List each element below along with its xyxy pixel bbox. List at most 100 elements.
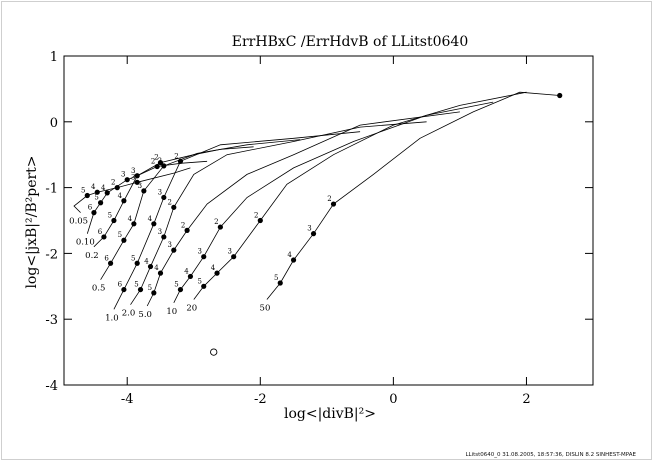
point-label: 3 [158,188,162,196]
series-end-label: 10 [166,307,177,317]
point-label: 3 [307,225,311,233]
y-tick-label: -3 [45,313,58,328]
data-point [277,280,283,286]
series-end-label: 0.05 [69,217,88,227]
data-point [94,189,100,195]
point-label: 3 [121,171,125,179]
data-point [134,260,140,266]
data-point [217,224,223,230]
plot-area-border [63,55,594,386]
point-label: 2 [151,158,155,166]
data-point [171,247,177,253]
point-label: 4 [287,251,292,259]
point-label: 5 [134,281,138,289]
data-point [310,231,317,237]
data-point [557,92,563,99]
data-point [161,194,167,201]
data-point [214,270,220,276]
point-label: 4 [91,183,96,191]
point-label: 5 [94,194,98,202]
data-point [157,270,164,276]
series-end-label: 1.0 [105,313,119,323]
point-label: 6 [88,204,93,212]
data-point [157,159,164,166]
point-label: 2 [214,218,218,226]
x-tick-label: 2 [522,392,530,407]
data-point [154,163,160,170]
x-tick-label: 0 [389,392,397,407]
series-end-label: 5.0 [138,310,152,320]
point-label: 4 [144,258,149,266]
data-point [161,234,167,240]
series-line [266,91,560,300]
point-label: 6 [118,281,123,289]
data-point [231,254,237,260]
point-label: 5 [81,186,85,194]
series-layer [73,91,560,310]
series-line [173,101,494,303]
data-point [124,177,130,183]
data-point [184,227,190,233]
point-label: 2 [158,157,162,165]
data-point [177,286,184,293]
series-line [193,91,527,300]
data-point [201,283,207,289]
data-point [151,221,157,227]
series-end-label: 50 [260,303,271,313]
data-point [187,273,194,280]
data-point [104,190,110,196]
point-label: 3 [168,241,172,249]
data-point [147,263,154,270]
point-label: 5 [108,212,112,220]
point-label: 2 [111,179,115,187]
data-point [121,198,127,204]
point-label: 3 [158,228,162,236]
x-tick-label: -4 [121,392,134,407]
series-end-label: 0.2 [85,251,99,261]
data-point [97,200,104,206]
series-line [86,160,208,234]
data-point [107,260,114,266]
data-point [134,173,140,179]
point-label: 5 [198,277,202,285]
point-label: 2 [174,152,178,160]
y-axis-label: log<|jxB|²/B²pert> [24,155,40,288]
data-point [201,254,207,260]
y-tick-label: 0 [50,116,58,131]
point-label: 6 [98,228,103,236]
series-end-label: 2.0 [122,309,136,319]
point-label: 4 [154,264,159,272]
data-point [330,201,337,207]
y-tick-label: -4 [45,379,58,394]
point-label: 3 [138,182,142,190]
y-tick-label: -1 [45,182,58,197]
point-label: 5 [174,281,178,289]
data-point [84,192,90,199]
data-point [257,217,263,224]
data-point [121,286,127,293]
data-point [131,221,137,227]
point-label: 2 [154,154,158,162]
point-label: 4 [148,215,153,223]
data-point [137,286,144,293]
x-axis-label: log<|divB|²> [284,406,376,422]
point-label: 3 [131,173,135,181]
label-layer: 32450.05234560.10234560.2234560.5234561.… [69,152,332,323]
series-end-label: 20 [186,303,197,313]
data-point [171,204,177,210]
series-line [130,121,427,305]
axes-layer: -4 -2 0 210-1-2-3-4 [45,50,593,407]
series-line [146,111,460,307]
chart-title: ErrHBxC /ErrHdvB of LLitst0640 [232,34,469,50]
data-point [177,158,184,164]
point-label: 5 [148,284,152,292]
point-label: 3 [198,248,202,256]
data-point [161,163,167,169]
series-line [73,167,191,213]
series-end-label: 0.5 [92,284,106,294]
point-label: 3 [227,248,231,256]
marker-layer [84,92,563,356]
point-label: 2 [181,221,185,229]
data-point [151,290,157,296]
